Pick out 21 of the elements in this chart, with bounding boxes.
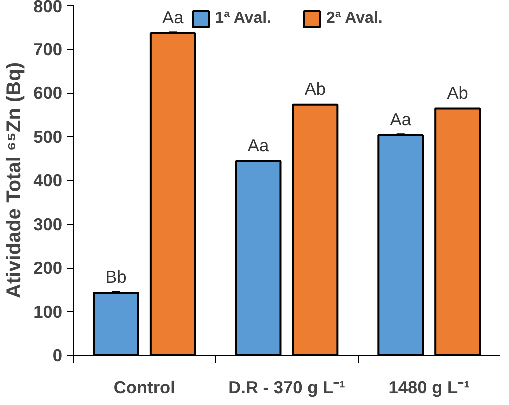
y-tick-label: 500 (34, 126, 63, 147)
data-label: Aa (390, 109, 412, 130)
y-tick-label: 200 (34, 258, 63, 278)
data-label: Ab (447, 82, 468, 103)
y-tick-label: 300 (34, 214, 63, 234)
y-tick-label: 100 (34, 302, 63, 322)
data-label: Aa (162, 8, 184, 28)
x-tick-label: D.R - 370 g L⁻¹ (228, 378, 346, 398)
y-tick-label: 700 (34, 39, 63, 60)
y-axis-title: Atividade Total ⁶⁵Zn (Bq) (4, 62, 26, 298)
x-tick-label: 1480 g L⁻¹ (388, 378, 470, 398)
data-label: Ab (304, 78, 326, 99)
y-tick-label: 600 (34, 83, 63, 103)
y-tick-label: 0 (52, 346, 63, 366)
legend-label: 2ª Aval. (326, 10, 383, 28)
y-tick-label: 800 (34, 0, 63, 16)
y-tick-label: 400 (34, 170, 63, 190)
data-label: Bb (106, 266, 127, 287)
x-tick-label: Control (114, 378, 176, 398)
data-label: Aa (248, 135, 270, 156)
legend-label: 1ª Aval. (215, 10, 272, 28)
